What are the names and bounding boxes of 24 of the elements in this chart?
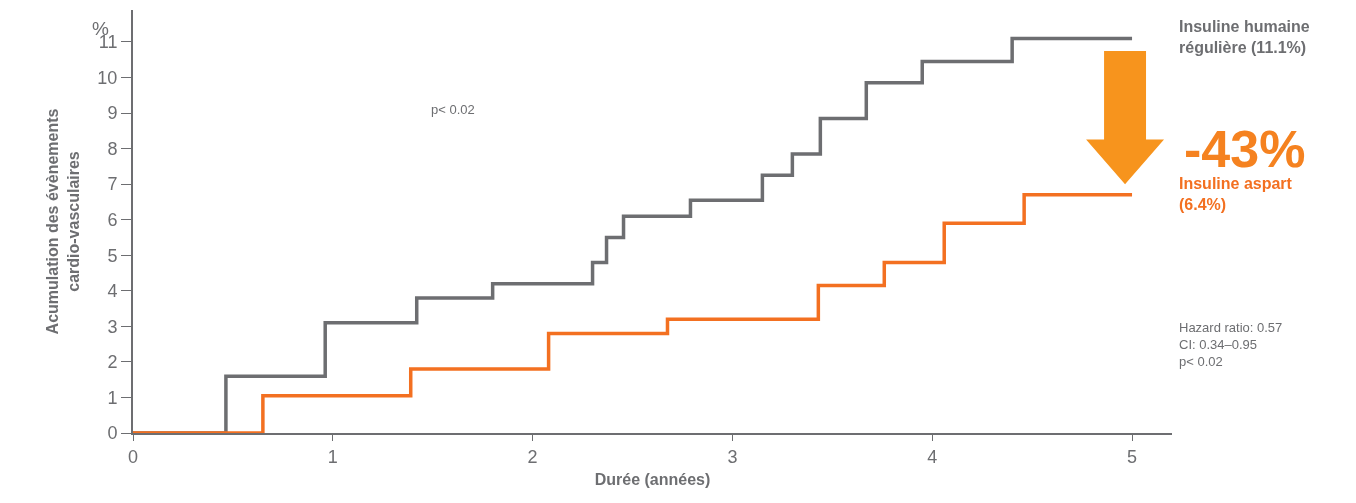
y-tick-label: 4 (107, 281, 118, 302)
x-tick-label: 5 (1127, 446, 1138, 467)
text: -43% (1184, 120, 1306, 178)
x-tick-label: 0 (127, 446, 139, 467)
text: Insuline aspart (6.4%) (1179, 175, 1293, 213)
y-tick-label: 2 (107, 352, 118, 373)
y-tick-label: 9 (107, 103, 118, 124)
y-tick-label: 6 (107, 210, 118, 231)
y-tick-label: 0 (107, 423, 118, 444)
x-axis-title: Durée (années) (594, 470, 711, 488)
text: Insuline humaine régulière (11.1%) (1179, 18, 1310, 56)
x-tick-label: 1 (327, 446, 338, 467)
y-tick-label: 3 (107, 316, 118, 337)
y-tick-label: 7 (107, 174, 118, 195)
x-tick-label: 2 (527, 446, 538, 467)
x-tick-label: 4 (927, 446, 938, 467)
y-tick-label: 1 (107, 387, 118, 408)
text: Hazard ratio: 0.57 CI: 0.34–0.95 p< 0.02 (1179, 320, 1283, 369)
x-tick-label: 3 (727, 446, 738, 467)
y-axis-title: Acumulation des évènements cardio-vasculaires (43, 108, 82, 335)
annotation: p< 0.02 (431, 102, 475, 117)
y-tick-label: 5 (107, 245, 118, 266)
y-tick-label: 8 (107, 138, 118, 159)
y-tick-label: 10 (97, 67, 118, 88)
